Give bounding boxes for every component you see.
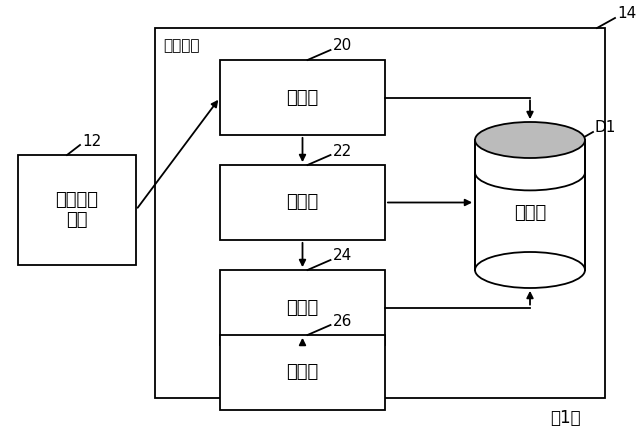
Text: 14: 14 <box>617 7 636 21</box>
Ellipse shape <box>475 252 585 288</box>
Bar <box>155 28 605 398</box>
Text: 図1１: 図1１ <box>550 409 580 427</box>
Bar <box>220 335 385 410</box>
Text: 判定部: 判定部 <box>286 299 319 317</box>
Text: 22: 22 <box>333 144 352 159</box>
Bar <box>475 140 585 270</box>
Ellipse shape <box>475 122 585 158</box>
Text: 表示部: 表示部 <box>286 364 319 381</box>
Text: 26: 26 <box>333 314 352 328</box>
Bar <box>18 155 136 265</box>
Bar <box>220 270 385 345</box>
Bar <box>220 165 385 240</box>
Text: D1: D1 <box>595 120 616 135</box>
Text: 12: 12 <box>82 134 101 148</box>
Text: 記憶部: 記憶部 <box>514 204 546 222</box>
Bar <box>220 60 385 135</box>
Text: 取得部: 取得部 <box>286 88 319 106</box>
Text: 変換部: 変換部 <box>286 194 319 212</box>
Text: 検査装置: 検査装置 <box>163 39 200 53</box>
Text: 20: 20 <box>333 39 352 53</box>
Text: 24: 24 <box>333 248 352 264</box>
Text: 温度測定
装置: 温度測定 装置 <box>56 191 99 230</box>
